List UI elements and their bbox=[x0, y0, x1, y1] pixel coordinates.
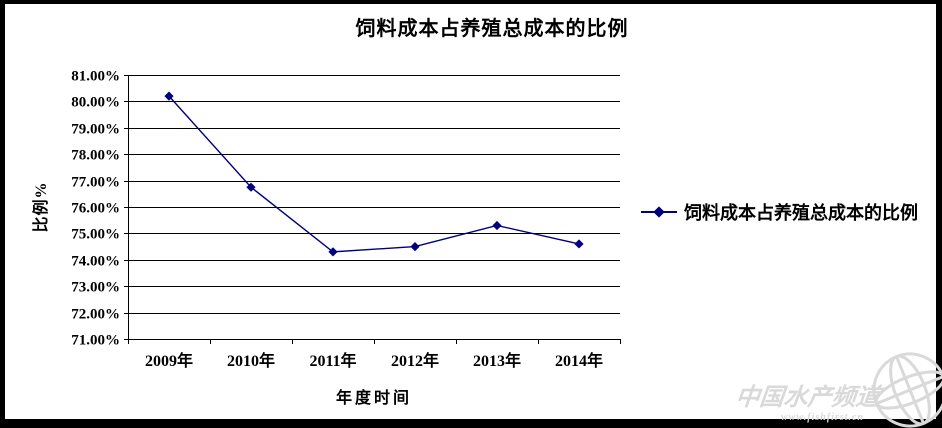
y-tick-label: 71.00% bbox=[71, 333, 120, 349]
x-tick-label: 2014年 bbox=[555, 351, 603, 370]
x-axis-title: 年度时间 bbox=[335, 390, 413, 407]
diamond-icon bbox=[653, 206, 665, 218]
y-tick-label: 81.00% bbox=[71, 69, 120, 85]
y-tick-label: 79.00% bbox=[71, 122, 120, 138]
chart-title: 饲料成本占养殖总成本的比例 bbox=[355, 18, 629, 40]
legend-series-marker-icon bbox=[641, 202, 677, 222]
watermark-url: www.fishfirst.cn bbox=[781, 412, 864, 423]
x-tick-label: 2009年 bbox=[145, 351, 193, 370]
y-tick-label: 74.00% bbox=[71, 254, 120, 270]
legend-series-label: 饲料成本占养殖总成本的比例 bbox=[684, 203, 918, 223]
data-point-marker bbox=[492, 220, 502, 231]
x-tick-label: 2010年 bbox=[227, 351, 275, 370]
y-tick-label: 73.00% bbox=[71, 280, 120, 296]
watermark-site-name: 中国水产频道 bbox=[734, 385, 881, 411]
x-tick-label: 2013年 bbox=[473, 351, 521, 370]
data-point-marker bbox=[410, 242, 420, 252]
x-tick-label: 2012年 bbox=[391, 351, 439, 370]
globe-icon bbox=[872, 352, 942, 428]
y-tick-label: 78.00% bbox=[71, 148, 120, 164]
y-tick-label: 75.00% bbox=[71, 227, 120, 243]
legend: 饲料成本占养殖总成本的比例 bbox=[641, 199, 918, 225]
y-axis-title: 比例% bbox=[33, 181, 50, 233]
chart-panel bbox=[5, 4, 936, 419]
x-tick-label: 2011年 bbox=[309, 351, 356, 370]
y-tick-label: 72.00% bbox=[71, 307, 120, 323]
data-point-marker bbox=[246, 182, 256, 192]
series-line bbox=[168, 95, 580, 253]
y-tick-label: 76.00% bbox=[71, 201, 120, 217]
watermark: 中国水产频道 www.fishfirst.cn bbox=[692, 352, 942, 428]
data-point-marker bbox=[164, 91, 174, 101]
y-tick-label: 80.00% bbox=[71, 95, 120, 111]
data-point-marker bbox=[328, 247, 338, 257]
data-point-marker bbox=[574, 239, 584, 249]
y-tick-label: 77.00% bbox=[71, 175, 120, 191]
